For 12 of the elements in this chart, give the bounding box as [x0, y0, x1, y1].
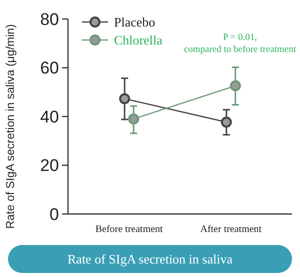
annotation: P = 0.01, compared to before treatment: [184, 33, 296, 55]
y-tick-label: 60: [40, 58, 59, 78]
y-tick-label: 40: [40, 107, 59, 126]
text: Rate of SIgA secretion in saliva: [68, 252, 233, 267]
legend-label: Chlorella: [114, 32, 163, 48]
y-tick-label: 80: [40, 10, 59, 29]
y-tick-label: 0: [50, 204, 59, 224]
y-tick-label: 20: [40, 156, 59, 176]
legend-label: Placebo: [114, 14, 156, 30]
x-tick-label: Before treatment: [95, 224, 164, 235]
x-tick-label: After treatment: [200, 224, 262, 235]
y-axis-title: Rate of SIgA secretion in saliva (μg/min): [5, 24, 17, 229]
